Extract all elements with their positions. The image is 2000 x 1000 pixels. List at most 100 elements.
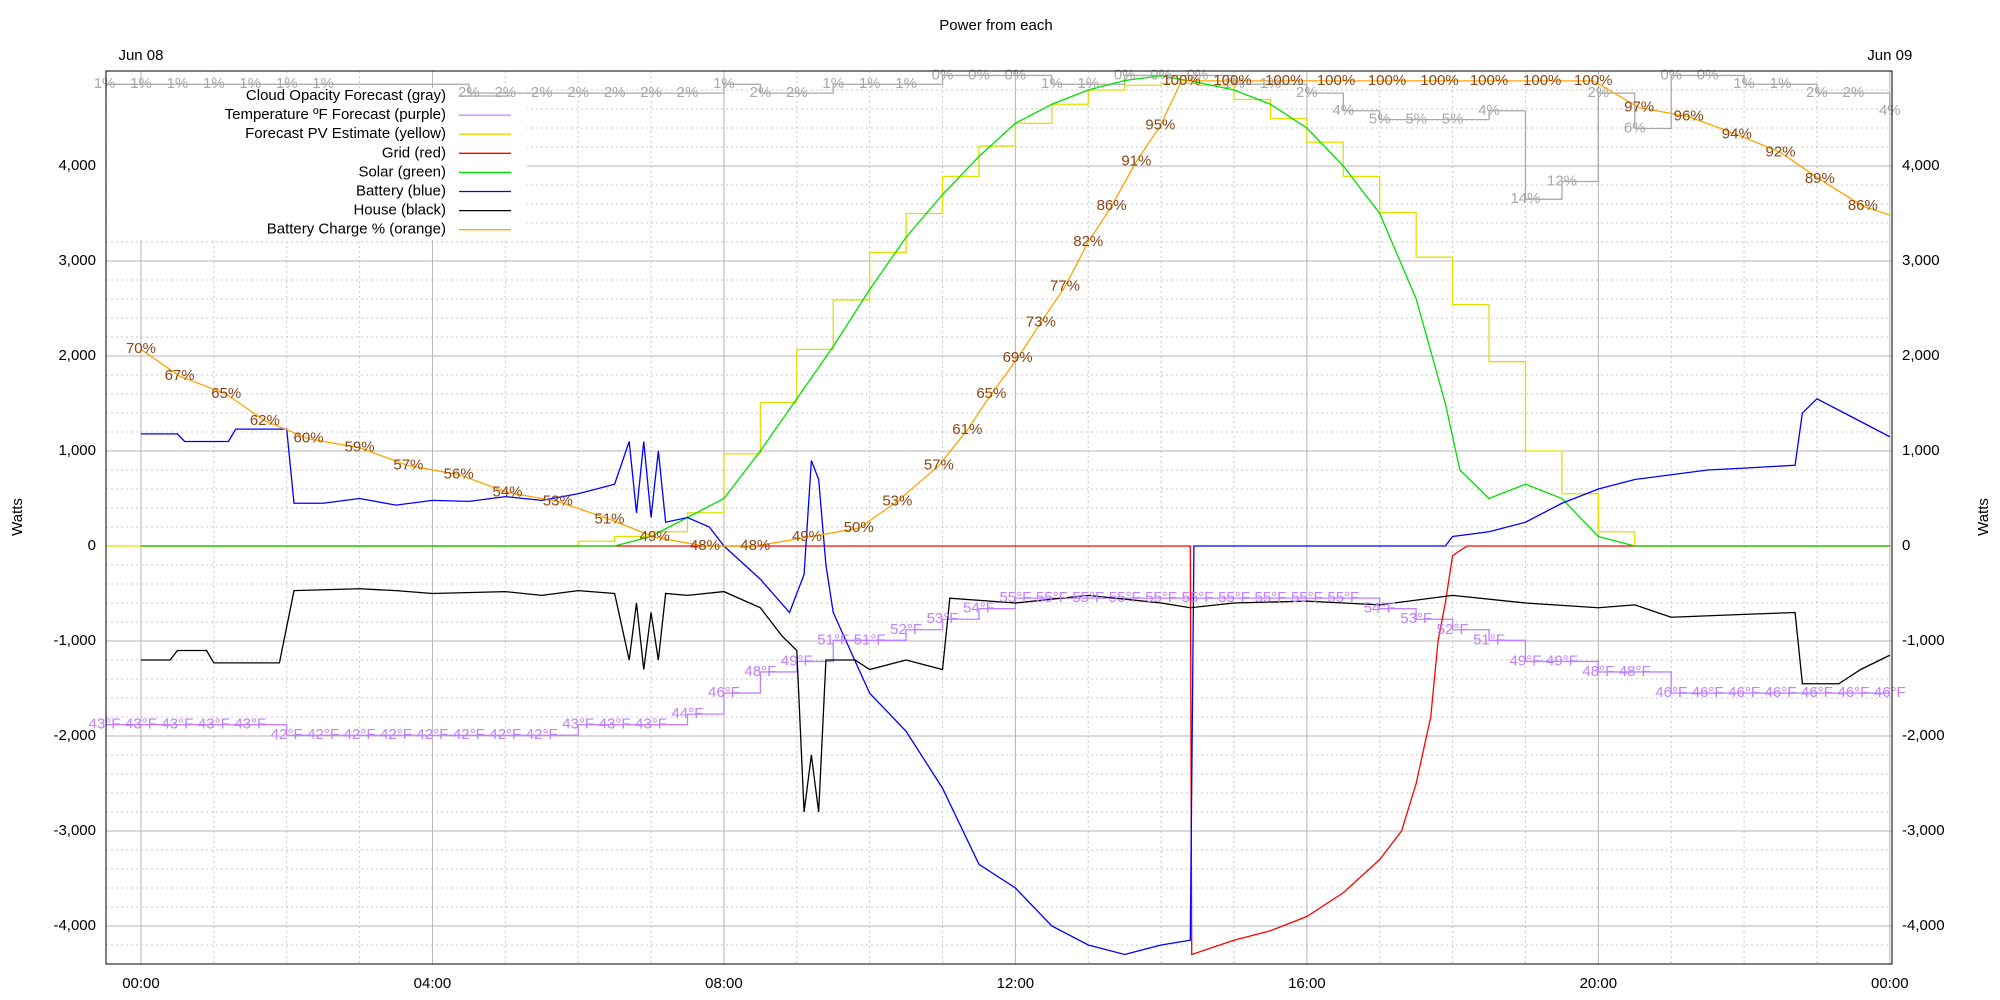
data-label: 46°F	[1765, 684, 1797, 701]
data-label: 65%	[211, 385, 241, 402]
data-label: 2%	[677, 84, 699, 101]
data-label: 53%	[543, 492, 573, 509]
series-line	[140, 80, 1891, 547]
legend-label: Cloud Opacity Forecast (gray)	[246, 87, 446, 104]
plot-border	[105, 70, 1893, 965]
data-label: 1%	[276, 75, 298, 92]
data-label: 100%	[1368, 72, 1406, 89]
data-label: 49°F	[1510, 652, 1542, 669]
data-label: 43°F	[198, 716, 230, 733]
data-label: 86%	[1848, 197, 1878, 214]
data-label: 46°F	[1837, 684, 1869, 701]
x-tick-label: 20:00	[1580, 975, 1618, 992]
data-label: 1%	[1223, 75, 1245, 92]
data-label: 1%	[203, 75, 225, 92]
legend-label: Battery (blue)	[356, 182, 446, 199]
data-label: 1%	[167, 75, 189, 92]
data-label: 0%	[1660, 66, 1682, 83]
data-label: 42°F	[489, 726, 521, 743]
data-label: 2%	[786, 84, 808, 101]
data-label: 12%	[1547, 172, 1577, 189]
data-label: 1%	[822, 75, 844, 92]
data-label: 65%	[976, 385, 1006, 402]
y2-tick-label: -3,000	[1902, 822, 1945, 839]
data-label: 0%	[932, 66, 954, 83]
data-label: 100%	[1213, 72, 1251, 89]
data-label: 2%	[1806, 84, 1828, 101]
data-label: 73%	[1026, 313, 1056, 330]
legend-label: Grid (red)	[382, 144, 446, 161]
data-label: 44°F	[672, 705, 704, 722]
data-label: 1%	[94, 75, 116, 92]
data-label: 55°F	[999, 589, 1031, 606]
y-axis-title: Watts	[9, 498, 26, 536]
data-label: 1%	[239, 75, 261, 92]
data-label: 53°F	[1400, 610, 1432, 627]
data-label: 4%	[1478, 102, 1500, 119]
data-label: 91%	[1121, 152, 1151, 169]
data-label: 42°F	[453, 726, 485, 743]
data-label: 55°F	[1327, 589, 1359, 606]
y2-tick-label: 3,000	[1902, 252, 1940, 269]
data-label: 0%	[1114, 66, 1136, 83]
data-label: 1%	[859, 75, 881, 92]
data-label: 53%	[882, 492, 912, 509]
y-tick-label: -4,000	[53, 917, 96, 934]
data-label: 56%	[444, 466, 474, 483]
x-tick-label: 00:00	[1871, 975, 1909, 992]
data-label: 49%	[640, 528, 670, 545]
data-label: 43°F	[234, 716, 266, 733]
data-label: 42°F	[271, 726, 303, 743]
data-label: 100%	[1162, 72, 1200, 89]
data-label: 48°F	[1582, 663, 1614, 680]
y2-tick-label: -1,000	[1902, 632, 1945, 649]
data-label: 43°F	[635, 716, 667, 733]
data-label: 1%	[1260, 75, 1282, 92]
data-label: 51°F	[817, 631, 849, 648]
data-label: 52°F	[890, 621, 922, 638]
data-label: 2%	[1843, 84, 1865, 101]
data-label: 55°F	[1036, 589, 1068, 606]
data-label: 4%	[1332, 102, 1354, 119]
data-label: 100%	[1574, 72, 1612, 89]
y-tick-label: 4,000	[58, 157, 96, 174]
data-label: 52°F	[1437, 621, 1469, 638]
data-label: 59%	[345, 439, 375, 456]
chart-title: Power from each	[939, 17, 1052, 34]
data-label: 95%	[1145, 117, 1175, 134]
data-label: 42°F	[417, 726, 449, 743]
data-label: 55°F	[1145, 589, 1177, 606]
data-label: 2%	[1587, 84, 1609, 101]
data-label: 1%	[130, 75, 152, 92]
data-label: 48%	[690, 537, 720, 554]
data-label: 55°F	[1182, 589, 1214, 606]
data-label: 1%	[713, 75, 735, 92]
y2-tick-label: 0	[1902, 537, 1910, 554]
x2-tick-label: Jun 09	[1867, 47, 1912, 64]
data-label: 48%	[740, 537, 770, 554]
data-label: 46°F	[1874, 684, 1906, 701]
data-label: 0%	[968, 66, 990, 83]
data-label: 61%	[952, 421, 982, 438]
series-line	[106, 82, 1890, 547]
data-label: 100%	[1265, 72, 1303, 89]
y-tick-label: -1,000	[53, 632, 96, 649]
y2-tick-label: -4,000	[1902, 917, 1945, 934]
data-label: 54°F	[963, 600, 995, 617]
data-label: 6%	[1624, 119, 1646, 136]
y2-axis-title: Watts	[1975, 498, 1992, 536]
data-label: 100%	[1470, 72, 1508, 89]
data-label: 5%	[1442, 111, 1464, 128]
data-label: 2%	[531, 84, 553, 101]
data-label: 57%	[393, 457, 423, 474]
data-label: 50%	[844, 519, 874, 536]
y-tick-label: 0	[88, 537, 96, 554]
x-tick-label: 16:00	[1288, 975, 1326, 992]
data-label: 49%	[792, 528, 822, 545]
data-label: 92%	[1765, 143, 1795, 160]
data-label: 70%	[126, 340, 156, 357]
legend-label: Battery Charge % (orange)	[267, 221, 446, 238]
data-label: 77%	[1050, 278, 1080, 295]
